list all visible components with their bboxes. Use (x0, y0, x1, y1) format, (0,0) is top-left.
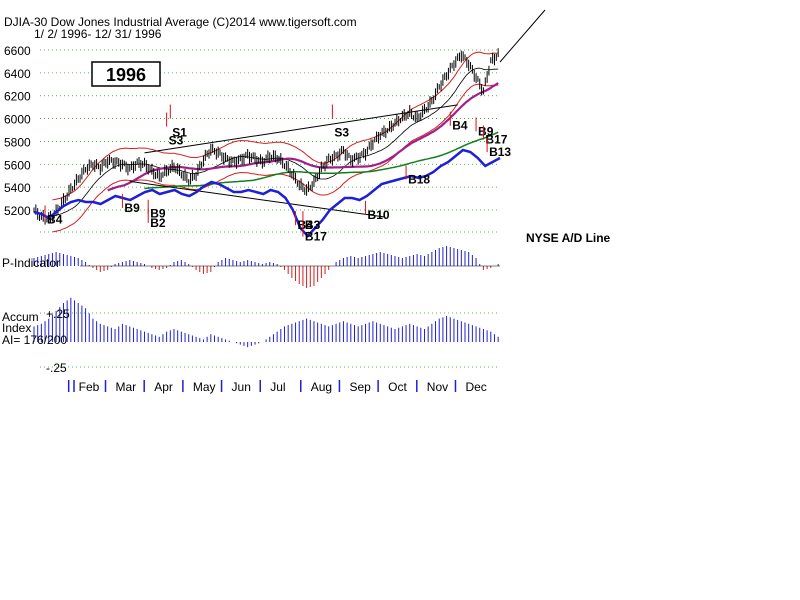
chart-title: DJIA-30 Dow Jones Industrial Average (C)… (4, 15, 357, 29)
price-gridlines (40, 49, 500, 368)
p-indicator-label: P-Indicator (2, 256, 60, 270)
month-label: May (193, 380, 216, 394)
signal-label: B13 (489, 145, 511, 159)
accum-index-histogram (33, 297, 499, 348)
signal-label: B9 (478, 124, 494, 138)
month-label: Sep (349, 380, 371, 394)
y-tick-label: 5800 (4, 135, 31, 149)
signal-label: S3 (169, 134, 184, 148)
y-tick-label: 6200 (4, 90, 31, 104)
trendline (499, 9, 546, 63)
accum-top-tick: +.25 (46, 307, 70, 321)
signal-label: B17 (485, 132, 507, 146)
accum-label-3: AI= 176/200 (2, 333, 67, 347)
trendline (144, 104, 458, 154)
adline-label: NYSE A/D Line (526, 231, 611, 245)
month-label: Jul (270, 380, 285, 394)
upper-band (52, 51, 499, 201)
year-box (91, 61, 161, 87)
month-axis: Feb Mar Apr May Jun Jul Aug Sep Oct Nov Dec (67, 380, 487, 394)
y-tick-label: 6000 (4, 113, 31, 127)
year-label: 1996 (106, 65, 146, 85)
month-label: Jun (232, 380, 251, 394)
price-bars (33, 48, 499, 225)
y-tick-label: 5400 (4, 181, 31, 195)
trendline (129, 180, 385, 218)
accum-label-1: Accum (2, 310, 39, 324)
accum-bottom-tick: -.25 (46, 361, 67, 375)
y-tick-label: 5600 (4, 158, 31, 172)
month-label: Mar (116, 380, 137, 394)
date-range: 1/ 2/ 1996- 12/ 31/ 1996 (34, 27, 162, 41)
accum-label-2: Index (2, 321, 31, 335)
signal-label: B4 (47, 212, 63, 226)
y-tick-label: 5200 (4, 204, 31, 218)
ma-50 (107, 82, 499, 192)
signal-label: B10 (368, 208, 390, 222)
month-label: Oct (388, 380, 407, 394)
signal-label: B3 (305, 218, 321, 232)
price-axis-labels: 5200 5400 5600 5800 6000 6200 6400 6600 (4, 44, 31, 218)
month-label: Apr (154, 380, 173, 394)
signal-label: B4 (452, 119, 468, 133)
adline-series (33, 148, 501, 238)
ma-200 (144, 131, 499, 190)
month-label: Aug (311, 380, 332, 394)
month-label: Feb (79, 380, 100, 394)
month-label: Nov (427, 380, 448, 394)
signal-label: S1 (172, 126, 187, 140)
p-indicator-histogram (33, 246, 500, 288)
adline-path (33, 148, 501, 238)
signal-label: S3 (334, 126, 349, 140)
signal-label: B9 (124, 201, 140, 215)
y-tick-label: 6600 (4, 44, 31, 58)
y-tick-label: 6400 (4, 67, 31, 81)
signal-label: B17 (305, 230, 327, 244)
month-label: Dec (465, 380, 486, 394)
signal-label: B9 (150, 207, 166, 221)
signal-label: B18 (408, 172, 430, 186)
signal-label: B2 (150, 216, 166, 230)
signal-label: B4 (298, 218, 314, 232)
